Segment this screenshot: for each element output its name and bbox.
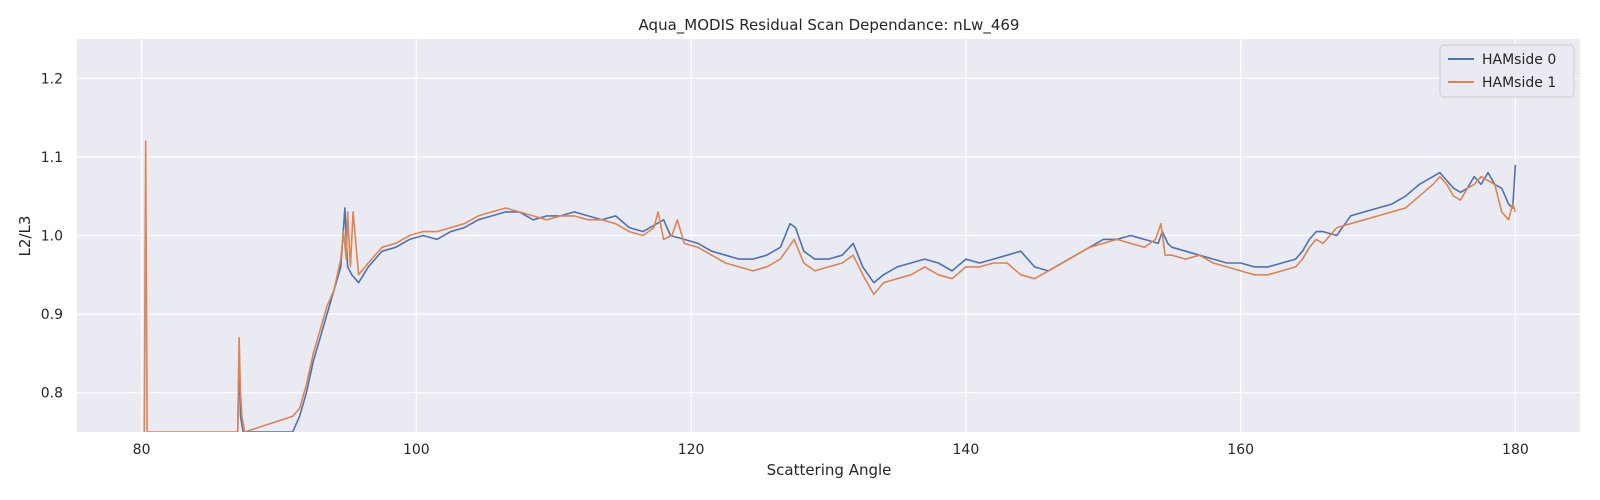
chart-title: Aqua_MODIS Residual Scan Dependance: nLw…: [639, 16, 1020, 35]
y-tick-label: 1.0: [41, 229, 63, 245]
legend-label: HAMside 0: [1482, 52, 1556, 68]
y-tick-label: 1.2: [41, 71, 63, 87]
y-tick-label: 1.1: [41, 150, 63, 166]
y-tick-label: 0.8: [41, 386, 63, 402]
x-tick-label: 100: [403, 442, 430, 458]
x-tick-label: 180: [1502, 442, 1529, 458]
series-line-2: [143, 140, 1517, 432]
y-axis-label: L2/L3: [16, 216, 34, 257]
x-axis-label: Scattering Angle: [767, 461, 892, 479]
legend-label: HAMside 1: [1482, 75, 1556, 91]
x-tick-label: 140: [953, 442, 980, 458]
series-layer: [143, 140, 1517, 432]
x-tick-label: 80: [133, 442, 151, 458]
x-tick-label: 160: [1227, 442, 1254, 458]
x-tick-labels: 80 100 120 140 160 180: [133, 442, 1529, 458]
y-tick-labels: 0.8 0.9 1.0 1.1 1.2: [41, 71, 63, 401]
series-line-1: [236, 164, 1517, 432]
legend: HAMside 0 HAMside 1: [1439, 44, 1575, 98]
x-tick-label: 120: [678, 442, 705, 458]
y-tick-label: 0.9: [41, 307, 63, 323]
